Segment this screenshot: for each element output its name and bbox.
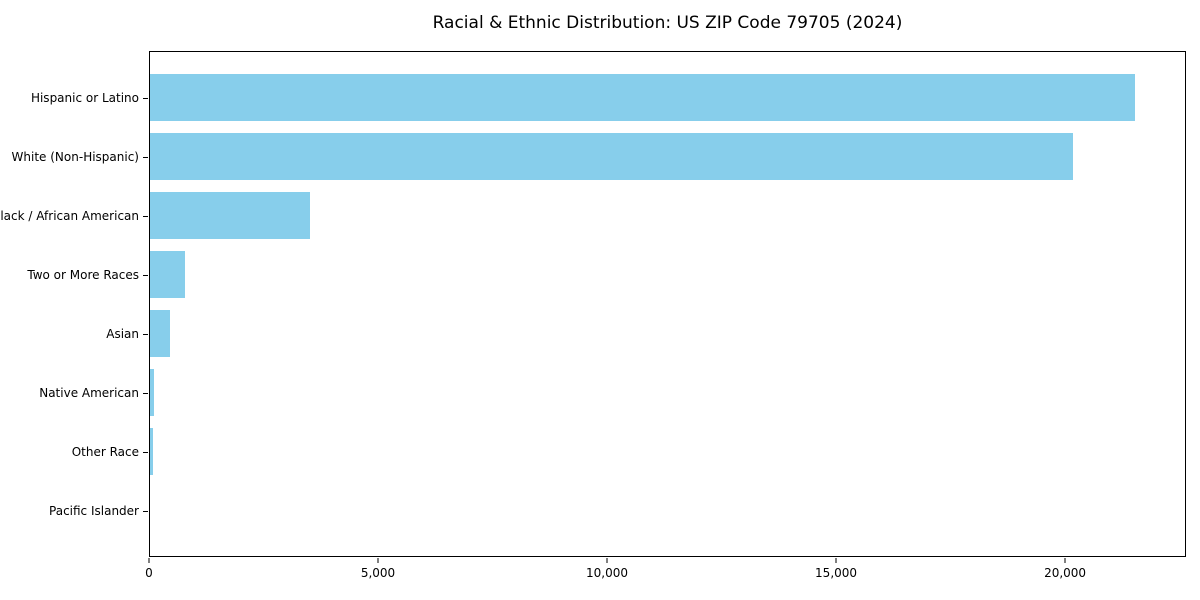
- bar: [150, 251, 185, 298]
- x-tick-mark: [1064, 558, 1066, 563]
- y-axis-label: Pacific Islander: [49, 503, 139, 518]
- y-axis-tick: [143, 274, 148, 276]
- bar-row: Other Race: [72, 422, 1185, 481]
- bar: [150, 74, 1136, 121]
- y-axis-label: Native American: [39, 385, 139, 400]
- x-tick-mark: [148, 558, 150, 563]
- y-axis-tick: [143, 333, 148, 335]
- x-tick-mark: [377, 558, 379, 563]
- y-axis-tick: [143, 215, 148, 217]
- y-axis-label: Other Race: [71, 444, 139, 459]
- bar: [150, 369, 154, 416]
- bar: [150, 428, 153, 475]
- x-tick-mark: [835, 558, 837, 563]
- y-axis-label: Hispanic or Latino: [30, 90, 139, 105]
- bars-container: Hispanic or Latino White (Non-Hispanic) Bl…: [0, 52, 1185, 556]
- y-axis-label: Asian: [106, 326, 139, 341]
- y-axis-tick: [143, 451, 148, 453]
- y-axis-label: Two or More Races: [27, 267, 139, 282]
- bar-row: Hispanic or Latino: [31, 68, 1185, 127]
- y-axis-tick: [143, 510, 148, 512]
- x-axis: 0 5,000 10,000 15,000 20,000: [145, 558, 1186, 598]
- y-axis-tick: [143, 392, 148, 394]
- bar-row: Pacific Islander: [49, 481, 1185, 540]
- chart-title: Racial & Ethnic Distribution: US ZIP Cod…: [432, 13, 903, 33]
- bar: [150, 133, 1073, 180]
- x-tick-label: 0: [145, 566, 153, 580]
- x-tick-label: 5,000: [360, 566, 396, 580]
- y-axis-tick: [143, 156, 148, 158]
- x-tick-mark: [606, 558, 608, 563]
- bar: [150, 310, 170, 357]
- bar-row: Two or More Races: [27, 245, 1185, 304]
- plot-area: Hispanic or Latino White (Non-Hispanic) Bl…: [0, 51, 1186, 557]
- y-axis-label: Black / African American: [0, 208, 139, 223]
- bar-row: Asian: [106, 304, 1185, 363]
- x-tick-label: 20,000: [1044, 566, 1087, 580]
- y-axis-label: White (Non-Hispanic): [11, 149, 139, 164]
- bar-row: White (Non-Hispanic): [12, 127, 1185, 186]
- y-axis-tick: [143, 97, 148, 99]
- bar-row: Native American: [39, 363, 1185, 422]
- x-tick-label: 10,000: [586, 566, 629, 580]
- bar-row: Black / African American: [0, 186, 1185, 245]
- x-tick-label: 15,000: [815, 566, 858, 580]
- bar: [150, 192, 311, 239]
